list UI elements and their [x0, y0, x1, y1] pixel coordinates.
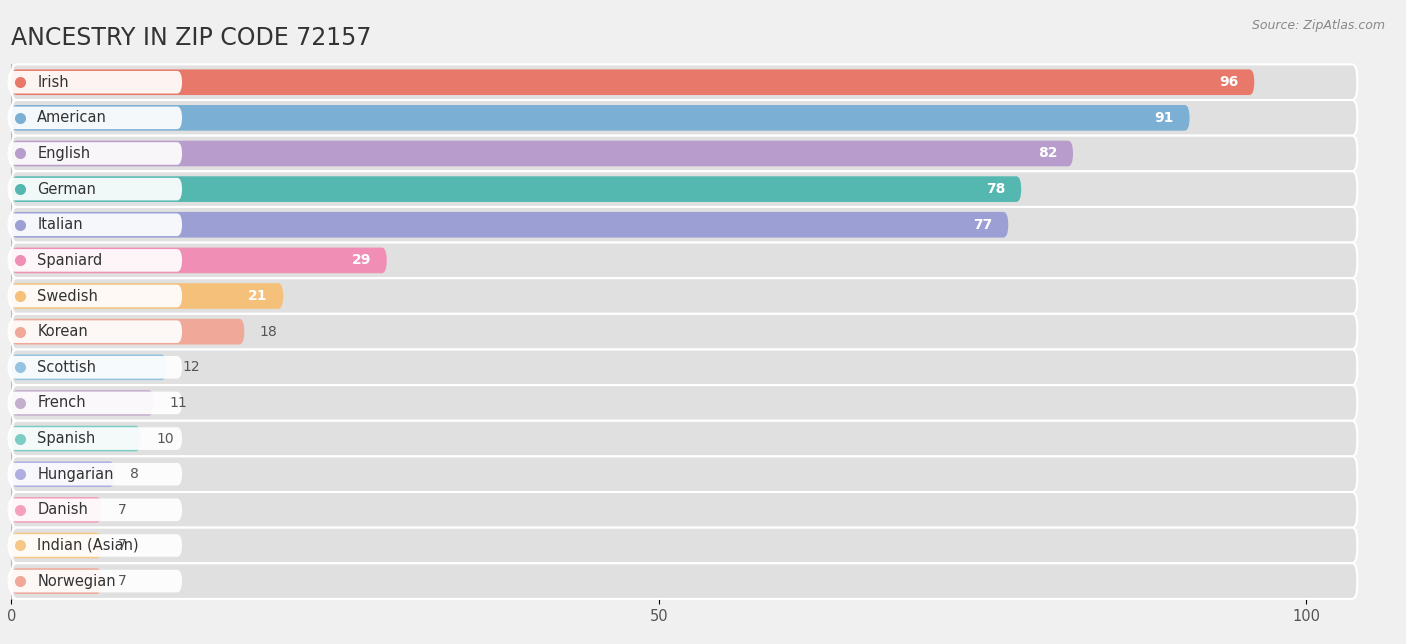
FancyBboxPatch shape [7, 498, 183, 521]
FancyBboxPatch shape [7, 320, 183, 343]
Text: 7: 7 [118, 574, 127, 588]
FancyBboxPatch shape [7, 178, 183, 200]
FancyBboxPatch shape [11, 319, 245, 345]
FancyBboxPatch shape [11, 207, 1357, 243]
FancyBboxPatch shape [11, 527, 1357, 564]
FancyBboxPatch shape [11, 105, 1189, 131]
FancyBboxPatch shape [11, 354, 167, 380]
Text: Korean: Korean [37, 324, 89, 339]
Text: Italian: Italian [37, 217, 83, 232]
FancyBboxPatch shape [7, 249, 183, 272]
Text: 82: 82 [1038, 146, 1057, 160]
FancyBboxPatch shape [11, 533, 101, 558]
Text: 7: 7 [118, 538, 127, 553]
FancyBboxPatch shape [11, 283, 283, 309]
FancyBboxPatch shape [11, 314, 1357, 350]
FancyBboxPatch shape [7, 71, 183, 93]
Text: Scottish: Scottish [37, 360, 96, 375]
Text: 18: 18 [260, 325, 277, 339]
FancyBboxPatch shape [11, 247, 387, 273]
FancyBboxPatch shape [11, 243, 1357, 278]
FancyBboxPatch shape [11, 385, 1357, 421]
FancyBboxPatch shape [11, 492, 1357, 527]
FancyBboxPatch shape [11, 171, 1357, 207]
FancyBboxPatch shape [7, 427, 183, 450]
FancyBboxPatch shape [11, 278, 1357, 314]
FancyBboxPatch shape [11, 70, 1254, 95]
FancyBboxPatch shape [7, 463, 183, 486]
FancyBboxPatch shape [11, 212, 1008, 238]
Text: 10: 10 [156, 431, 174, 446]
Text: Indian (Asian): Indian (Asian) [37, 538, 139, 553]
Text: Norwegian: Norwegian [37, 574, 115, 589]
FancyBboxPatch shape [7, 142, 183, 165]
FancyBboxPatch shape [11, 421, 1357, 457]
FancyBboxPatch shape [11, 564, 1357, 599]
FancyBboxPatch shape [11, 457, 1357, 492]
Text: American: American [37, 110, 107, 126]
FancyBboxPatch shape [11, 140, 1073, 166]
FancyBboxPatch shape [11, 176, 1021, 202]
Text: 11: 11 [169, 396, 187, 410]
Text: French: French [37, 395, 86, 410]
Text: English: English [37, 146, 90, 161]
FancyBboxPatch shape [7, 570, 183, 592]
FancyBboxPatch shape [11, 461, 115, 487]
FancyBboxPatch shape [11, 568, 101, 594]
Text: Swedish: Swedish [37, 289, 98, 303]
Text: Spanish: Spanish [37, 431, 96, 446]
Text: Hungarian: Hungarian [37, 467, 114, 482]
FancyBboxPatch shape [11, 426, 141, 451]
Text: 96: 96 [1219, 75, 1239, 90]
FancyBboxPatch shape [11, 350, 1357, 385]
FancyBboxPatch shape [7, 534, 183, 557]
FancyBboxPatch shape [7, 356, 183, 379]
Text: Spaniard: Spaniard [37, 253, 103, 268]
FancyBboxPatch shape [7, 392, 183, 414]
FancyBboxPatch shape [7, 213, 183, 236]
FancyBboxPatch shape [11, 64, 1357, 100]
Text: Danish: Danish [37, 502, 89, 517]
Text: 78: 78 [987, 182, 1005, 196]
Text: Irish: Irish [37, 75, 69, 90]
FancyBboxPatch shape [11, 497, 101, 523]
FancyBboxPatch shape [11, 390, 153, 416]
FancyBboxPatch shape [7, 285, 183, 307]
Text: 77: 77 [973, 218, 993, 232]
Text: 7: 7 [118, 503, 127, 517]
FancyBboxPatch shape [7, 106, 183, 129]
Text: German: German [37, 182, 96, 196]
FancyBboxPatch shape [11, 100, 1357, 136]
Text: 91: 91 [1154, 111, 1174, 125]
Text: 12: 12 [183, 360, 200, 374]
Text: Source: ZipAtlas.com: Source: ZipAtlas.com [1251, 19, 1385, 32]
Text: 21: 21 [247, 289, 267, 303]
Text: ANCESTRY IN ZIP CODE 72157: ANCESTRY IN ZIP CODE 72157 [11, 26, 371, 50]
Text: 8: 8 [131, 467, 139, 481]
FancyBboxPatch shape [11, 136, 1357, 171]
Text: 29: 29 [352, 253, 371, 267]
